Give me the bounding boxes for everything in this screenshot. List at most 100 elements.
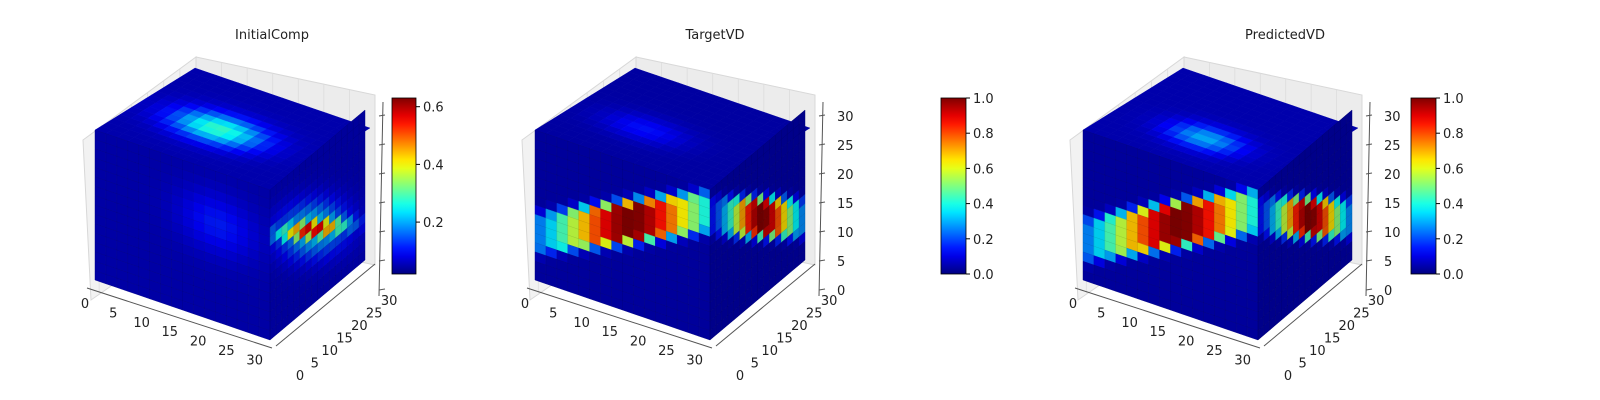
z-tick-label: 0 [837, 284, 845, 299]
y-tick-label: 5 [311, 357, 319, 372]
x-axis-line [86, 287, 273, 349]
z-tick-mark [1365, 230, 1373, 233]
y-tick-label: 25 [366, 307, 383, 322]
colorbar-0: 0.2 0.4 0.6 [391, 97, 444, 275]
z-axis-line [818, 101, 824, 297]
colorbar-tick-label: 0.6 [1443, 162, 1464, 177]
x-tick-label: 10 [1121, 316, 1138, 331]
z-axis-line [1365, 101, 1371, 297]
x-tick-label: 25 [218, 344, 235, 359]
z-axis-line [378, 101, 384, 297]
z-tick-label: 5 [1384, 255, 1392, 270]
colorbar-2: 0.0 0.2 0.4 0.6 0.8 1.0 [1410, 92, 1464, 283]
top-face [534, 67, 811, 191]
z-tick-mark [818, 259, 826, 262]
panel-initialcomp: InitialComp [235, 28, 309, 43]
x-tick-label: 15 [602, 325, 619, 340]
voxel-grid [1082, 109, 1353, 341]
y-tick-label: 30 [1368, 294, 1385, 309]
x-tick-label: 5 [109, 306, 117, 321]
x-tick-label: 25 [1206, 344, 1223, 359]
z-tick-mark [378, 259, 386, 262]
panel-title: PredictedVD [1245, 28, 1325, 43]
colorbar-gradient [1410, 97, 1437, 275]
z-tick-label: 25 [1384, 139, 1401, 154]
colorbar-tick-label: 1.0 [973, 92, 994, 107]
y-axis-line [1263, 263, 1363, 347]
colorbar-tick-label: 0.2 [1443, 233, 1464, 248]
voxel-cube-2 [1082, 67, 1359, 341]
z-tick-mark [818, 114, 826, 117]
z-tick-mark [1365, 288, 1373, 291]
x-tick-label: 20 [190, 335, 207, 350]
colorbar-tick-label: 0.4 [1443, 198, 1464, 213]
x-tick-label: 15 [162, 325, 179, 340]
x-tick-label: 0 [1069, 297, 1077, 312]
z-tick-mark [1365, 259, 1373, 262]
x-tick-label: 15 [1150, 325, 1167, 340]
y-tick-label: 25 [806, 307, 823, 322]
z-tick-mark [818, 288, 826, 291]
z-tick-mark [378, 230, 386, 233]
panel-title: TargetVD [684, 28, 744, 43]
colorbar-tick-label: 0.4 [973, 198, 994, 213]
z-tick-label: 0 [1384, 284, 1392, 299]
colorbar-gradient [391, 97, 417, 275]
y-tick-label: 15 [336, 332, 353, 347]
z-tick-mark [818, 172, 826, 175]
voxel-grid [94, 109, 366, 341]
z-tick-mark [1365, 114, 1373, 117]
y-tick-label: 5 [1299, 357, 1307, 372]
colorbar-tick-label: 0.0 [973, 268, 994, 283]
colorbar-tick-label: 1.0 [1443, 92, 1464, 107]
colorbar-tick-label: 0.8 [1443, 127, 1464, 142]
y-tick-label: 15 [776, 332, 793, 347]
x-tick-label: 5 [1097, 306, 1105, 321]
voxel-cube-0 [94, 67, 371, 341]
side-face [269, 109, 366, 341]
z-tick-mark [378, 288, 386, 291]
z-tick-label: 10 [1384, 226, 1401, 241]
x-tick-label: 30 [686, 353, 703, 368]
x-tick-label: 30 [246, 353, 263, 368]
colorbar-tick-label: 0.4 [423, 158, 444, 173]
y-tick-label: 10 [321, 344, 338, 359]
z-tick-label: 10 [837, 226, 854, 241]
x-tick-label: 5 [549, 306, 557, 321]
z-tick-mark [1365, 143, 1373, 146]
voxel-grid [534, 109, 806, 341]
y-tick-label: 10 [1309, 344, 1326, 359]
z-tick-label: 30 [837, 110, 854, 125]
y-tick-label: 10 [761, 344, 778, 359]
front-face [94, 129, 271, 341]
z-tick-label: 5 [837, 255, 845, 270]
colorbar-gradient [940, 97, 967, 275]
voxel-cube-1 [534, 67, 811, 341]
y-axis-line [275, 263, 376, 347]
z-tick-mark [818, 230, 826, 233]
side-face [709, 109, 806, 341]
z-tick-label: 15 [1384, 197, 1401, 212]
y-tick-label: 0 [1284, 369, 1292, 384]
panel-predictedvd: PredictedVD [1245, 28, 1325, 43]
side-face [1257, 109, 1353, 341]
colorbar-tick-label: 0.8 [973, 127, 994, 142]
colorbar-1: 0.0 0.2 0.4 0.6 0.8 1.0 [940, 92, 994, 283]
y-tick-label: 25 [1353, 307, 1370, 322]
x-tick-label: 30 [1234, 353, 1251, 368]
z-tick-label: 20 [1384, 168, 1401, 183]
z-tick-mark [378, 143, 386, 146]
colorbar-tick-label: 0.0 [1443, 268, 1464, 283]
colorbar-tick-label: 0.6 [423, 101, 444, 116]
z-tick-mark [378, 201, 386, 204]
z-tick-label: 25 [837, 139, 854, 154]
x-tick-label: 0 [521, 297, 529, 312]
colorbar-tick-label: 0.6 [973, 162, 994, 177]
y-tick-label: 20 [1339, 319, 1356, 334]
y-tick-label: 15 [1324, 332, 1341, 347]
x-axis-line [526, 287, 713, 349]
x-tick-label: 10 [133, 316, 150, 331]
